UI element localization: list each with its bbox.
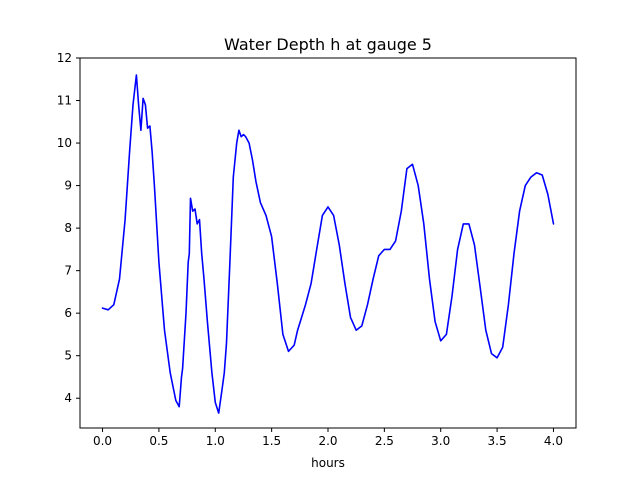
y-tick-label: 12 bbox=[57, 51, 72, 65]
y-tick-label: 11 bbox=[57, 94, 72, 108]
series-layer bbox=[101, 74, 555, 414]
y-tick-label: 6 bbox=[64, 306, 72, 320]
x-axis: 0.0 0.5 1.0 1.5 2.0 2.5 3.0 3.5 4.0 bbox=[93, 428, 563, 448]
series-line bbox=[101, 74, 555, 414]
y-tick-label: 5 bbox=[64, 349, 72, 363]
x-tick-label: 0.0 bbox=[93, 434, 112, 448]
plot-area-frame bbox=[79, 57, 577, 429]
y-tick-label: 8 bbox=[64, 221, 72, 235]
x-tick-label: 0.5 bbox=[149, 434, 168, 448]
chart-title: Water Depth h at gauge 5 bbox=[224, 35, 432, 54]
x-axis-label: hours bbox=[311, 456, 345, 470]
y-tick-label: 7 bbox=[64, 264, 72, 278]
x-tick-label: 2.5 bbox=[375, 434, 394, 448]
y-tick-label: 9 bbox=[64, 179, 72, 193]
x-tick-label: 3.0 bbox=[431, 434, 450, 448]
x-tick-label: 2.0 bbox=[318, 434, 337, 448]
x-tick-label: 1.5 bbox=[262, 434, 281, 448]
x-tick-label: 3.5 bbox=[488, 434, 507, 448]
y-axis: 4 5 6 7 8 9 10 11 12 bbox=[57, 51, 80, 405]
y-tick-label: 10 bbox=[57, 136, 72, 150]
y-tick-label: 4 bbox=[64, 391, 72, 405]
x-tick-label: 1.0 bbox=[206, 434, 225, 448]
x-tick-label: 4.0 bbox=[544, 434, 563, 448]
